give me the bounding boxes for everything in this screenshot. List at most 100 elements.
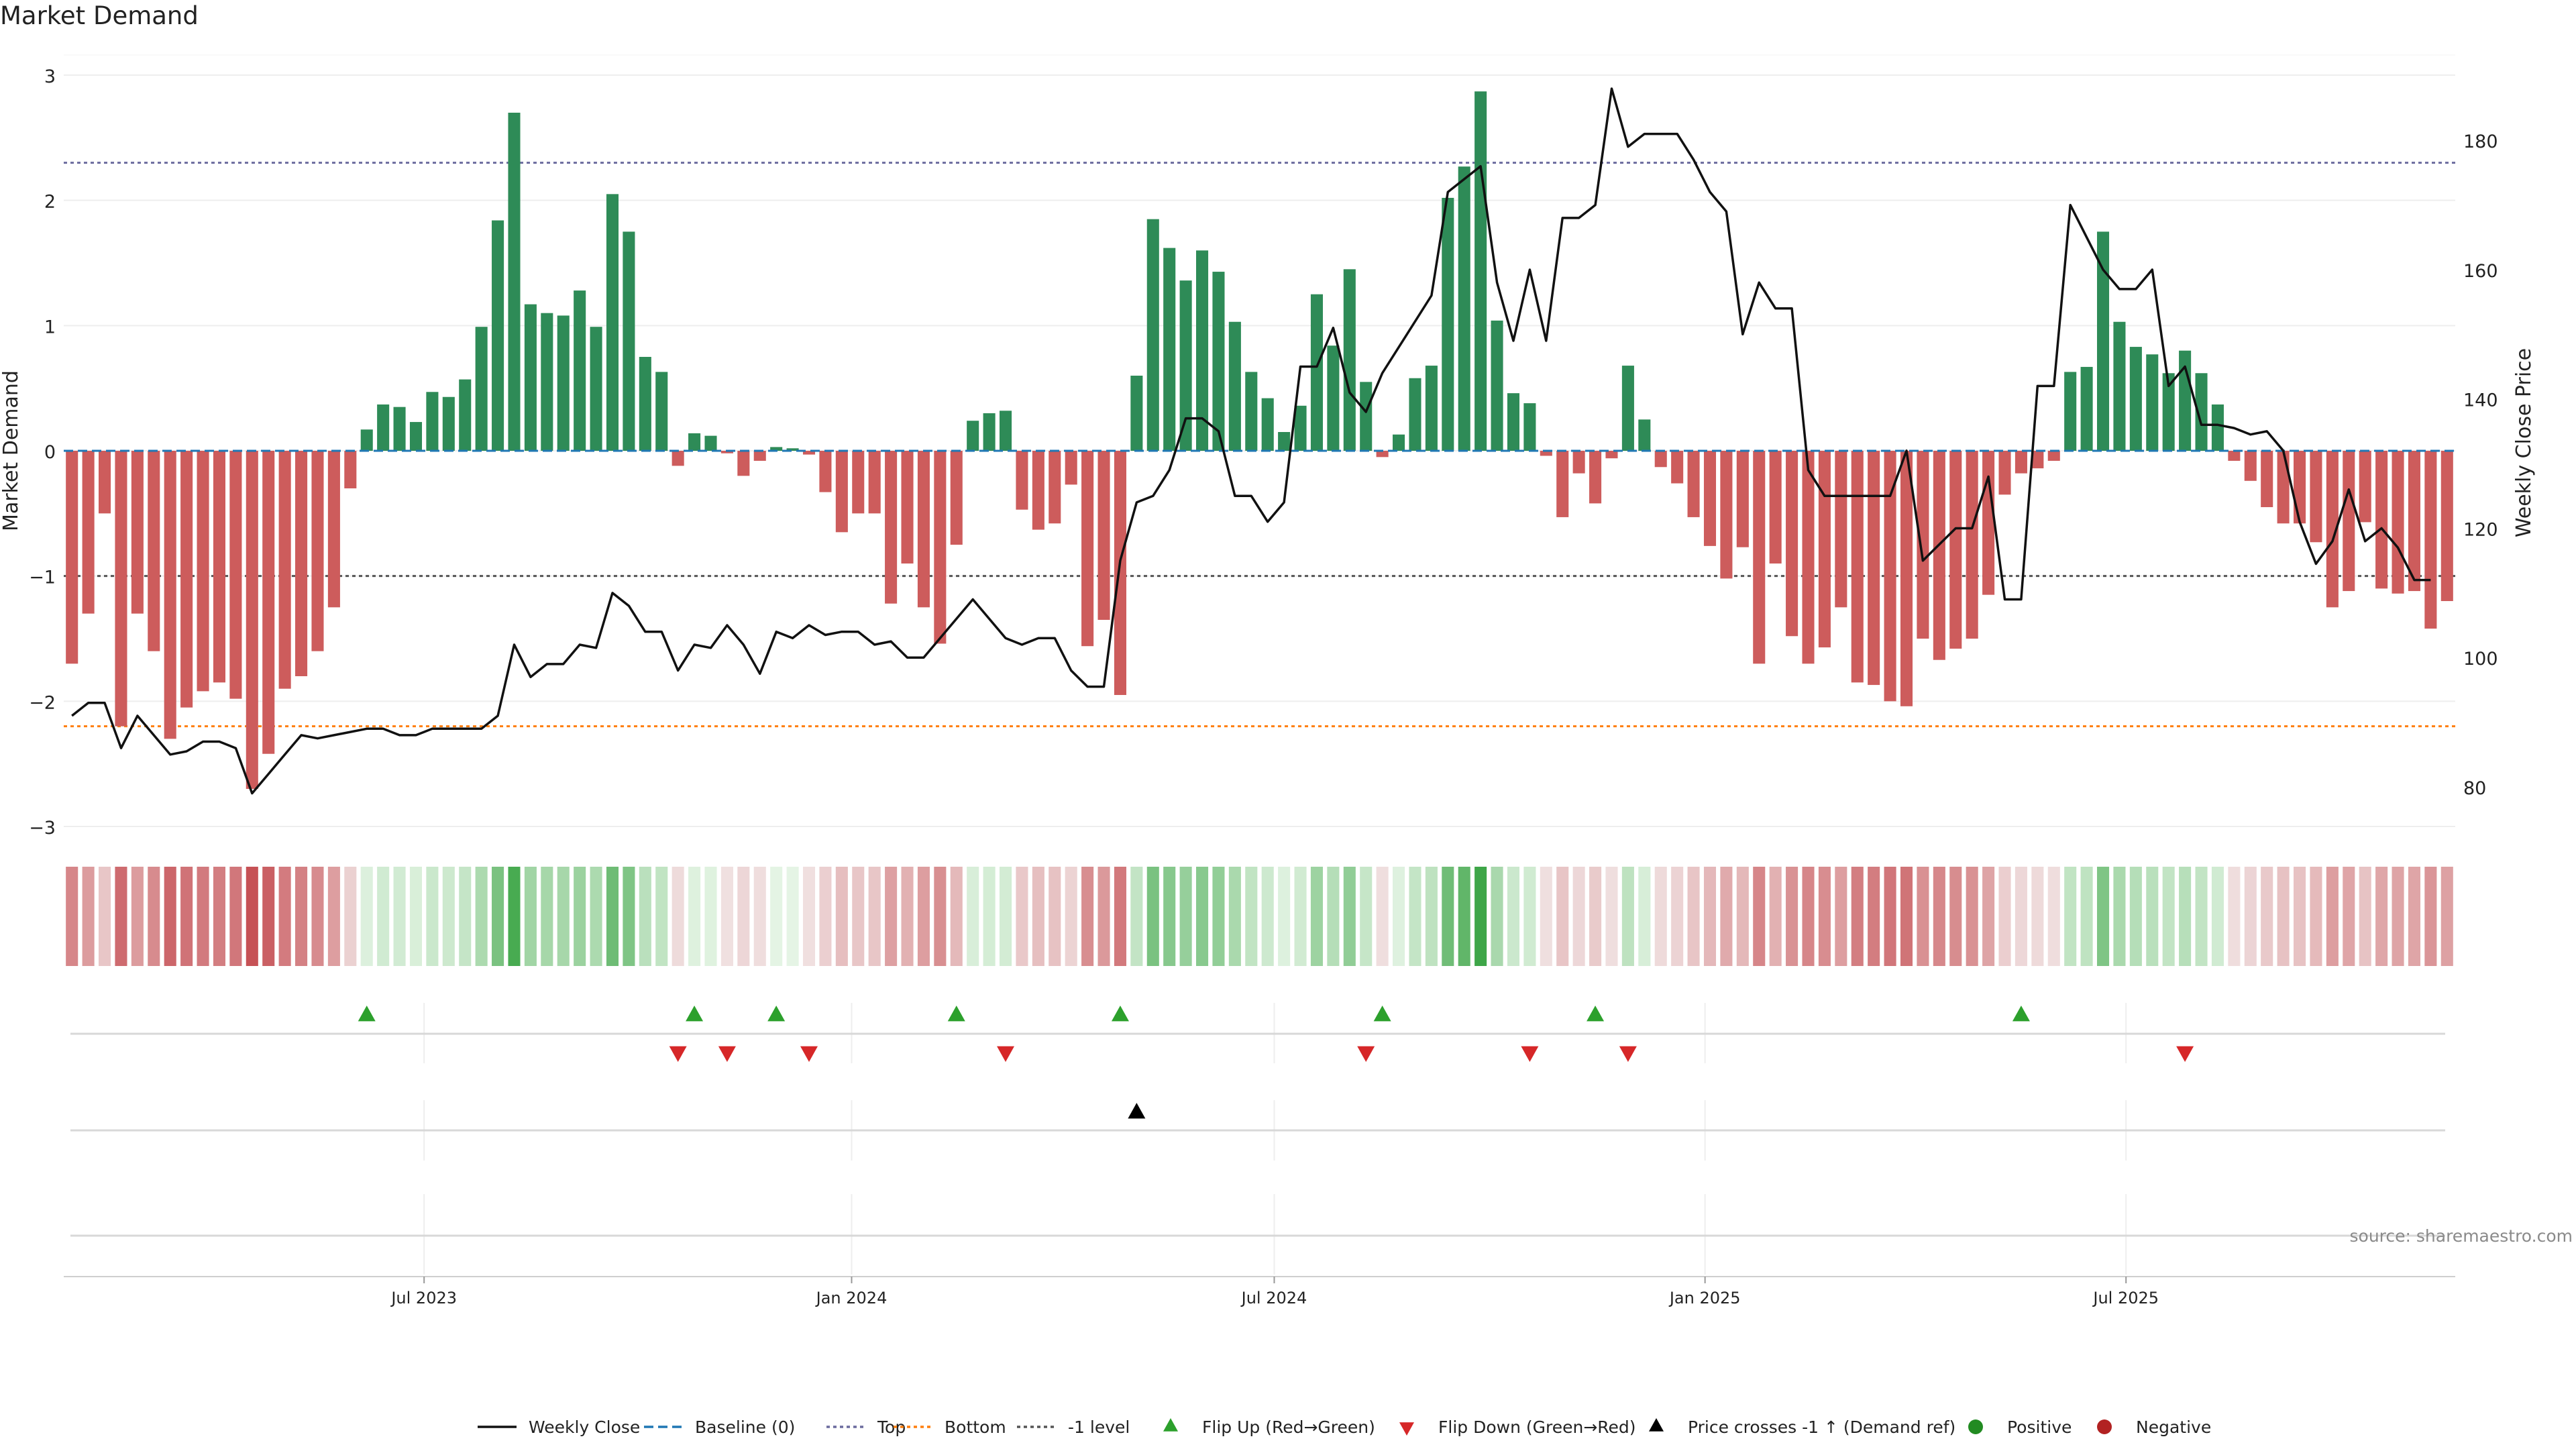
y-tick-label: −2 xyxy=(29,692,56,713)
demand-strip-cell xyxy=(2359,867,2371,966)
demand-strip-cell xyxy=(2424,867,2437,966)
demand-bar xyxy=(901,451,914,564)
demand-strip-cell xyxy=(492,867,504,966)
demand-strip-cell xyxy=(99,867,111,966)
y-tick-label: 0 xyxy=(44,442,56,463)
legend-item: Negative xyxy=(2097,1417,2211,1437)
demand-bar xyxy=(1425,366,1438,451)
x-tick-label: Jan 2024 xyxy=(815,1289,888,1307)
demand-strip-cell xyxy=(1589,867,1602,966)
demand-strip-cell xyxy=(2310,867,2322,966)
demand-strip-cell xyxy=(1671,867,1684,966)
demand-bar xyxy=(2146,354,2159,451)
demand-bar xyxy=(819,451,832,492)
y-right-tick-label: 140 xyxy=(2463,390,2498,411)
demand-bar xyxy=(115,451,127,727)
legend-item: Baseline (0) xyxy=(644,1417,795,1437)
demand-strip-cell xyxy=(835,867,848,966)
demand-bar xyxy=(1179,280,1192,451)
demand-strip-cell xyxy=(1458,867,1470,966)
demand-strip-cell xyxy=(1687,867,1700,966)
demand-bar xyxy=(2096,231,2110,451)
demand-bar xyxy=(426,392,439,451)
demand-strip-cell xyxy=(655,867,668,966)
demand-strip-cell xyxy=(409,867,423,966)
legend-item: -1 level xyxy=(1017,1417,1130,1437)
demand-bar xyxy=(197,451,209,692)
y-right-tick-label: 160 xyxy=(2463,261,2498,282)
demand-strip-cell xyxy=(475,867,488,966)
demand-strip-cell xyxy=(2047,867,2060,966)
legend-label: Negative xyxy=(2136,1417,2211,1437)
demand-bar xyxy=(1982,451,1995,595)
demand-strip-cell xyxy=(1245,867,1258,966)
demand-strip-cell xyxy=(967,867,979,966)
demand-bar xyxy=(2424,451,2437,629)
demand-strip-cell xyxy=(1868,867,1880,966)
y-axis-label-right: Weekly Close Price xyxy=(2512,348,2536,537)
demand-strip-cell xyxy=(2064,867,2077,966)
demand-bar xyxy=(82,451,95,614)
demand-strip-cell xyxy=(672,867,684,966)
demand-strip-cell xyxy=(1507,867,1520,966)
flip-down-marker xyxy=(718,1046,736,1062)
demand-bar xyxy=(1343,269,1356,451)
demand-bar xyxy=(1130,376,1143,451)
demand-bar xyxy=(2326,451,2339,608)
demand-strip-cell xyxy=(360,867,373,966)
x-tick-label: Jan 2025 xyxy=(1668,1289,1741,1307)
weekly-close-line xyxy=(71,87,2431,795)
demand-bar xyxy=(1835,451,1847,608)
demand-bar xyxy=(2162,373,2175,451)
demand-bar xyxy=(409,422,423,451)
demand-strip-cell xyxy=(1703,867,1717,966)
demand-bar xyxy=(278,451,291,689)
demand-bar xyxy=(295,451,308,676)
y-right-tick-label: 100 xyxy=(2463,649,2498,669)
x-tick-label: Jul 2023 xyxy=(390,1289,457,1307)
demand-strip-cell xyxy=(2195,867,2208,966)
demand-strip-cell xyxy=(1654,867,1667,966)
demand-bar xyxy=(786,448,799,451)
legend-label: Positive xyxy=(2007,1417,2072,1437)
demand-strip-cell xyxy=(1917,867,1929,966)
demand-bar xyxy=(246,451,258,789)
demand-strip-cell xyxy=(2228,867,2241,966)
demand-bar xyxy=(377,404,390,451)
demand-strip-cell xyxy=(983,867,996,966)
demand-strip-cell xyxy=(574,867,586,966)
demand-strip-cell xyxy=(2326,867,2339,966)
demand-strip-cell xyxy=(786,867,799,966)
flip-up-marker xyxy=(2012,1006,2030,1022)
demand-strip-cell xyxy=(2015,867,2027,966)
demand-strip-cell xyxy=(688,867,701,966)
demand-strip-cell xyxy=(508,867,521,966)
demand-bar xyxy=(2293,451,2306,524)
y-tick-label: −3 xyxy=(29,818,56,839)
demand-strip-cell xyxy=(1097,867,1110,966)
legend-label: -1 level xyxy=(1068,1417,1130,1437)
demand-strip-cell xyxy=(426,867,439,966)
demand-strip-cell xyxy=(1474,867,1487,966)
demand-strip-cell xyxy=(802,867,816,966)
flip-down-marker xyxy=(2176,1046,2194,1062)
demand-strip-cell xyxy=(295,867,308,966)
demand-strip-cell xyxy=(1327,867,1340,966)
demand-bar xyxy=(492,220,504,451)
demand-strip-cell xyxy=(2080,867,2093,966)
legend-item: Bottom xyxy=(894,1417,1006,1437)
demand-bar xyxy=(2375,451,2388,589)
demand-strip-cell xyxy=(1720,867,1733,966)
demand-strip-cell xyxy=(934,867,947,966)
demand-strip-cell xyxy=(950,867,963,966)
demand-strip-cell xyxy=(442,867,455,966)
demand-strip-cell xyxy=(1163,867,1176,966)
demand-bar xyxy=(1294,405,1307,451)
demand-strip-cell xyxy=(639,867,651,966)
legend-label: Baseline (0) xyxy=(695,1417,795,1437)
demand-bar xyxy=(2195,373,2208,451)
legend-label: Price crosses -1 ↑ (Demand ref) xyxy=(1688,1417,1955,1437)
demand-bar xyxy=(327,451,340,608)
demand-strip-cell xyxy=(524,867,537,966)
